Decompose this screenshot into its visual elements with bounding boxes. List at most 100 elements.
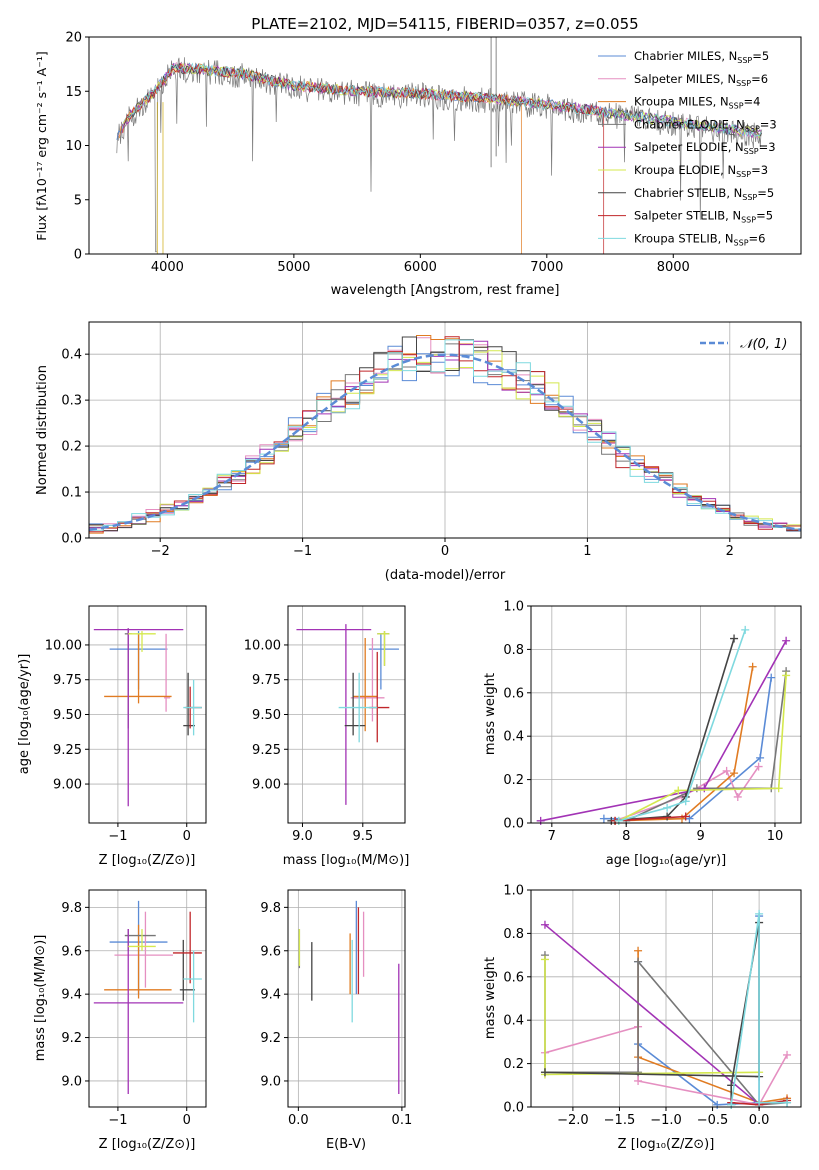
y-tick-label: 0.1 — [61, 486, 82, 501]
observed-spectrum-line — [116, 57, 763, 253]
legend-entry: Kroupa MILES, NSSP=4 — [634, 95, 760, 111]
age-vs-mass-panel: 9.0 9.5 9.00 9.25 9.50 9.75 10.00 mass [log₁₀(… — [244, 605, 409, 868]
model-absorption-dip — [156, 102, 164, 254]
x-tick-label: −2 — [151, 544, 170, 559]
normal-legend-label: 𝒩(0, 1) — [740, 337, 787, 352]
legend-entry-count: =5 — [756, 209, 773, 223]
mass-weight-series-line — [730, 913, 787, 1105]
legend-entry: Salpeter MILES, NSSP=6 — [634, 72, 768, 88]
x-tick-label: 1 — [583, 544, 591, 559]
x-tick-label: 9.0 — [292, 829, 313, 844]
legend-entry: Chabrier STELIB, NSSP=5 — [634, 186, 774, 202]
mass-weight-point — [783, 1098, 792, 1107]
y-tick-label: 15 — [65, 85, 82, 100]
y-tick-label: 9.2 — [61, 1031, 82, 1046]
y-tick-label: 9.0 — [61, 1074, 82, 1089]
x-tick-label: −1 — [293, 544, 312, 559]
legend-entry-count: =3 — [751, 163, 768, 177]
massweight-vs-age-xlabel: age [log₁₀(age/yr)] — [606, 853, 727, 868]
y-tick-label: 0.2 — [503, 773, 524, 788]
y-tick-label: 0.0 — [503, 817, 524, 832]
normal-curve — [88, 353, 802, 532]
y-tick-label: 0.6 — [503, 686, 524, 701]
mass-vs-ebv-xlabel: E(B-V) — [326, 1137, 366, 1152]
legend-entry-text: Chabrier ELODIE, N — [634, 117, 745, 131]
legend-entry-count: =6 — [749, 231, 766, 245]
mass-weight-series-line — [625, 670, 787, 822]
y-tick-label: 9.75 — [53, 673, 82, 688]
y-tick-label: 0.6 — [503, 970, 524, 985]
mass-weight-point — [748, 662, 757, 671]
mass-weight-point — [767, 673, 776, 682]
y-tick-label: 1.0 — [503, 884, 524, 899]
mass-weight-point — [782, 636, 791, 645]
mass-weight-point — [634, 957, 643, 966]
legend-entry-count: =6 — [751, 72, 768, 86]
legend-entry-text: Chabrier MILES, N — [634, 49, 737, 63]
y-tick-label: 0.4 — [61, 348, 82, 363]
mass-vs-ebv-frame — [287, 889, 406, 1108]
legend-entry: Chabrier ELODIE, NSSP=3 — [634, 117, 777, 133]
x-tick-label: 2 — [726, 544, 734, 559]
mass-weight-point — [540, 920, 549, 929]
mass-weight-point — [663, 803, 672, 812]
y-tick-label: 9.8 — [61, 901, 82, 916]
mass-weight-point — [730, 769, 739, 778]
mass-weight-point — [754, 762, 763, 771]
mass-vs-Z-panel: −1 0 9.0 9.2 9.4 9.6 9.8 Z [log₁₀(Z/Z⊙)] mass … — [33, 889, 207, 1152]
legend-entry: Chabrier MILES, NSSP=5 — [634, 49, 769, 65]
legend-entry-sub: SSP — [741, 216, 756, 225]
mass-weight-point — [722, 766, 731, 775]
mass-weight-point — [755, 909, 764, 918]
y-tick-label: 9.50 — [53, 708, 82, 723]
x-tick-label: 8000 — [657, 260, 690, 275]
legend-entry-text: Salpeter ELODIE, N — [634, 140, 744, 154]
legend-entry: Salpeter STELIB, NSSP=5 — [634, 209, 773, 225]
mass-weight-point — [730, 634, 739, 643]
massweight-vs-Z-xlabel: Z [log₁₀(Z/Z⊙)] — [618, 1137, 715, 1152]
y-tick-label: 9.00 — [53, 778, 82, 793]
x-tick-label: −1.0 — [650, 1113, 682, 1128]
x-tick-label: 5000 — [277, 260, 310, 275]
age-vs-Z-xlabel: Z [log₁₀(Z/Z⊙)] — [99, 853, 196, 868]
y-tick-label: 0.0 — [503, 1101, 524, 1116]
y-tick-label: 0.0 — [61, 532, 82, 547]
y-tick-label: 9.75 — [252, 673, 281, 688]
y-tick-label: 9.8 — [260, 901, 281, 916]
massweight-vs-age-panel: 7 8 9 10 0.0 0.2 0.4 0.6 0.8 1.0 age [log₁₀(age/y… — [483, 600, 802, 868]
mass-weight-point — [599, 814, 608, 823]
legend-entry: Salpeter ELODIE, NSSP=3 — [634, 140, 776, 156]
x-tick-label: 0.1 — [392, 1113, 413, 1128]
mass-weight-point — [756, 753, 765, 762]
mass-vs-Z-frame — [88, 889, 207, 1108]
x-tick-label: −1.5 — [604, 1113, 636, 1128]
residual-panel: −2 −1 0 1 2 0.0 0.1 0.2 0.3 0.4 (data-model)/erro… — [35, 321, 802, 583]
x-tick-label: 0 — [441, 544, 449, 559]
mass-weight-point — [774, 784, 783, 793]
legend-entry-sub: SSP — [745, 124, 760, 133]
mass-weight-point — [540, 1068, 549, 1077]
x-tick-label: −1 — [108, 829, 127, 844]
x-tick-label: 0 — [183, 829, 191, 844]
y-tick-label: 0.4 — [503, 1014, 524, 1029]
mass-weight-point — [634, 1076, 643, 1085]
legend-entry-text: Kroupa STELIB, N — [634, 231, 734, 245]
legend-entry-count: =3 — [759, 140, 776, 154]
legend-entry-count: =5 — [752, 49, 769, 63]
mass-weight-point — [540, 955, 549, 964]
y-tick-label: 9.25 — [53, 743, 82, 758]
x-tick-label: −2.0 — [557, 1113, 589, 1128]
y-tick-label: 9.00 — [252, 778, 281, 793]
spectrum-panel: 4000 5000 6000 7000 8000 0 5 10 15 20 wavelength … — [34, 31, 802, 298]
x-tick-label: 4000 — [151, 260, 184, 275]
mass-weight-point — [634, 1068, 643, 1077]
spectrum-ylabel: Flux [fλ10⁻¹⁷ erg cm⁻² s⁻¹ A⁻¹] — [34, 51, 49, 240]
mass-weight-point — [674, 786, 683, 795]
mass-weight-point — [681, 797, 690, 806]
y-tick-label: 0.4 — [503, 730, 524, 745]
mass-weight-point — [755, 1098, 764, 1107]
legend-entry-text: Kroupa ELODIE, N — [634, 163, 736, 177]
y-tick-label: 0 — [74, 248, 82, 263]
mass-weight-series-line — [614, 815, 686, 822]
